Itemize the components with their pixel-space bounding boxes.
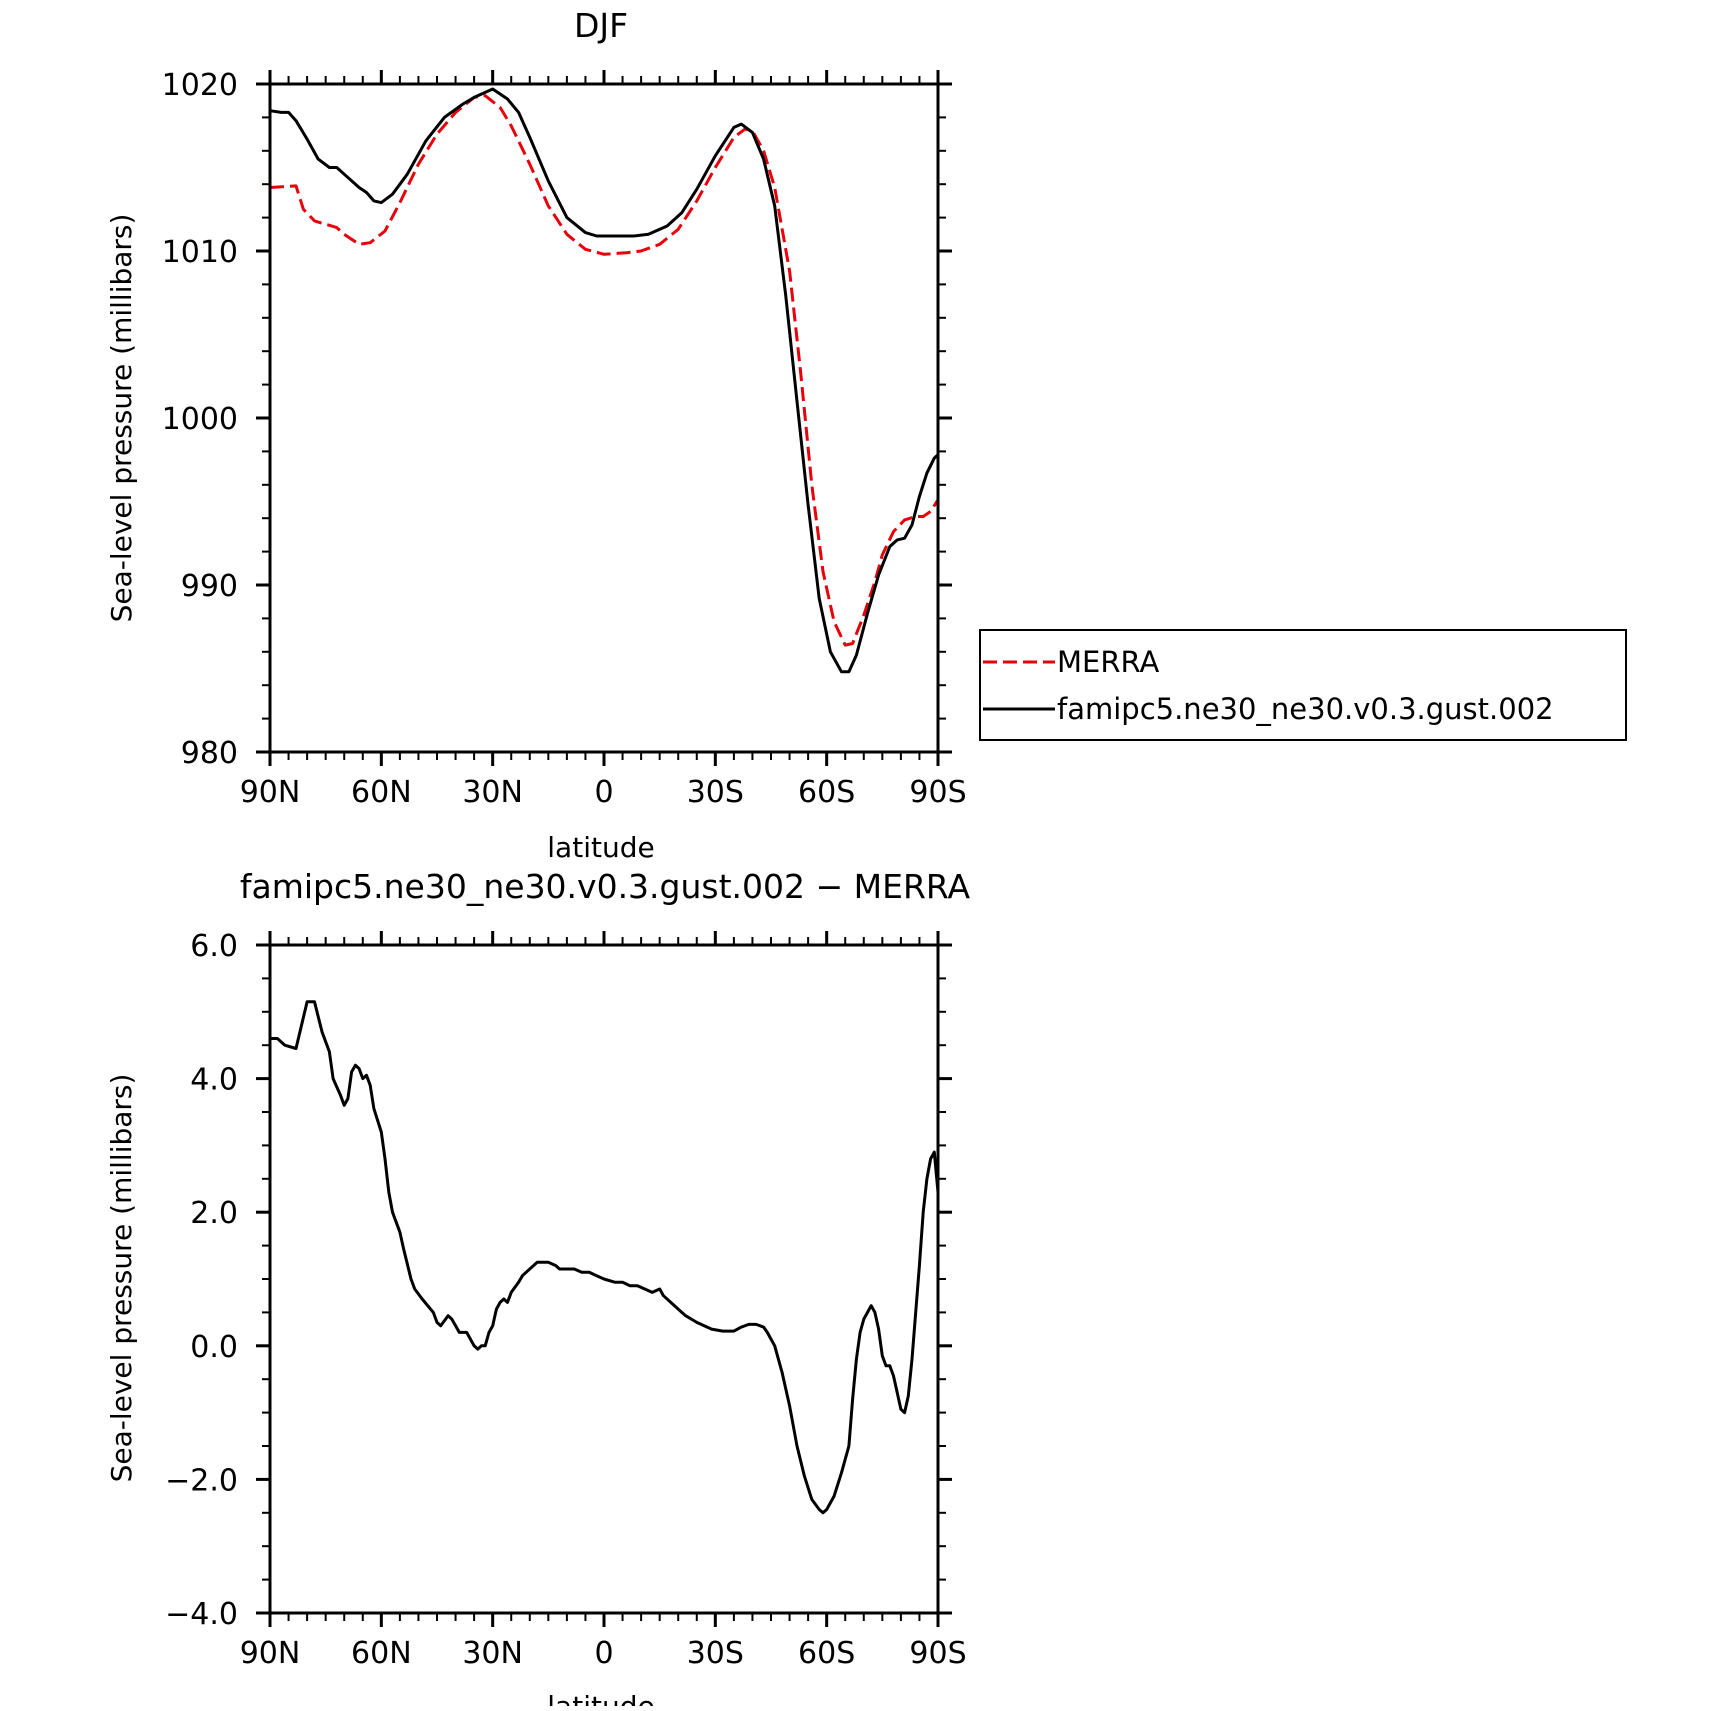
y-tick-label: 1020: [162, 68, 238, 103]
bottom-series-line-0: [270, 1000, 940, 1515]
top-y-axis-title: Sea-level pressure (millibars): [105, 214, 138, 623]
y-tick-label: 2.0: [190, 1196, 238, 1231]
bottom-axis-ticks: [256, 931, 952, 1627]
y-tick-label: −4.0: [165, 1597, 238, 1632]
panel-top: DJF Sea-level pressure (millibars) latit…: [105, 6, 1627, 864]
top-x-axis-title: latitude: [547, 831, 654, 864]
y-tick-label: 1010: [162, 235, 238, 270]
top-y-tick-labels: 980 990 1000 1010 1020: [162, 68, 238, 771]
bottom-plot-frame: [268, 943, 940, 1615]
x-tick-label: 0: [594, 775, 613, 810]
panel-bottom: famipc5.ne30_ne30.v0.3.gust.002 − MERRA …: [105, 867, 971, 1711]
bottom-x-axis-title: latitude: [547, 1690, 654, 1706]
bottom-y-tick-labels: −4.0 −2.0 0.0 2.0 4.0 6.0: [165, 929, 238, 1632]
legend-label-merra: MERRA: [1057, 645, 1159, 679]
top-series-line-0: [269, 94, 940, 647]
legend: MERRA famipc5.ne30_ne30.v0.3.gust.002: [979, 629, 1627, 741]
top-series-lines: [269, 87, 940, 674]
y-tick-label: −2.0: [165, 1463, 238, 1498]
x-tick-label: 30S: [687, 775, 744, 810]
top-series-line-1: [269, 87, 940, 674]
bottom-x-tick-labels: 90N 60N 30N 0 30S 60S 90S: [240, 1636, 967, 1671]
legend-label-model: famipc5.ne30_ne30.v0.3.gust.002: [1057, 692, 1554, 726]
top-x-tick-labels: 90N 60N 30N 0 30S 60S 90S: [240, 775, 967, 810]
top-chart-title: DJF: [574, 6, 628, 45]
x-tick-label: 90S: [909, 775, 966, 810]
legend-box: [979, 629, 1627, 741]
x-tick-label: 90S: [909, 1636, 966, 1671]
x-tick-label: 60S: [798, 775, 855, 810]
y-tick-label: 990: [181, 569, 238, 604]
x-tick-label: 60S: [798, 1636, 855, 1671]
x-tick-label: 60N: [351, 1636, 412, 1671]
top-axis-ticks: [256, 70, 952, 766]
y-tick-label: 0.0: [190, 1330, 238, 1365]
top-plot-frame: [268, 82, 940, 754]
y-tick-label: 1000: [162, 402, 238, 437]
x-tick-label: 30S: [687, 1636, 744, 1671]
bottom-y-axis-title: Sea-level pressure (millibars): [105, 1074, 138, 1483]
x-tick-label: 60N: [351, 775, 412, 810]
x-tick-label: 30N: [462, 1636, 523, 1671]
x-tick-label: 30N: [462, 775, 523, 810]
y-tick-label: 4.0: [190, 1063, 238, 1098]
y-tick-label: 980: [181, 736, 238, 771]
x-tick-label: 90N: [240, 1636, 301, 1671]
x-tick-label: 90N: [240, 775, 301, 810]
bottom-chart-title: famipc5.ne30_ne30.v0.3.gust.002 − MERRA: [240, 867, 971, 906]
bottom-series-lines: [270, 1000, 940, 1515]
x-tick-label: 0: [594, 1636, 613, 1671]
y-tick-label: 6.0: [190, 929, 238, 964]
